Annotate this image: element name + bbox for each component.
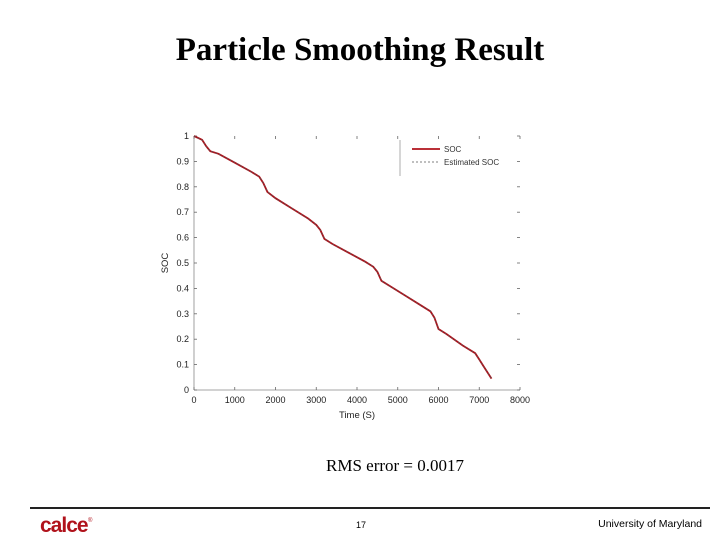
y-tick-label: 1 bbox=[184, 131, 189, 141]
y-tick-label: 0.4 bbox=[176, 283, 189, 293]
legend-entry: Estimated SOC bbox=[444, 158, 499, 167]
y-tick-label: 0.6 bbox=[176, 233, 189, 243]
page-number: 17 bbox=[356, 520, 367, 530]
legend: SOC Estimated SOC bbox=[399, 140, 499, 176]
x-tick-label: 8000 bbox=[510, 395, 530, 405]
x-tick-label: 1000 bbox=[225, 395, 245, 405]
x-tick-label: 4000 bbox=[347, 395, 367, 405]
series-line-estimated-soc bbox=[193, 135, 492, 380]
x-tick-label: 7000 bbox=[469, 395, 489, 405]
x-tick-label: 3000 bbox=[306, 395, 326, 405]
y-axis-label: SOC bbox=[160, 253, 171, 274]
x-axis-label: Time (S) bbox=[339, 410, 375, 421]
y-tick-label: 0.2 bbox=[176, 334, 189, 344]
slide-title: Particle Smoothing Result bbox=[175, 32, 545, 68]
series-layer bbox=[193, 135, 493, 380]
soc-chart: 0 1000 2000 3000 4000 5000 6000 7000 8000 0 0.1 0.… bbox=[160, 131, 530, 421]
y-tick-label: 0.8 bbox=[176, 182, 189, 192]
x-tick-label: 0 bbox=[191, 395, 196, 405]
calce-logo: calce bbox=[40, 514, 89, 537]
y-tick-label: 0.1 bbox=[176, 360, 189, 370]
y-tick-label: 0.5 bbox=[176, 258, 189, 268]
y-tick-label: 0.9 bbox=[176, 156, 189, 166]
x-tick-label: 5000 bbox=[388, 395, 408, 405]
logo-registered-mark: ® bbox=[88, 518, 93, 524]
x-axis: 0 1000 2000 3000 4000 5000 6000 7000 8000 bbox=[191, 136, 530, 405]
y-tick-label: 0.7 bbox=[176, 207, 189, 217]
x-tick-label: 6000 bbox=[428, 395, 448, 405]
series-line-soc bbox=[193, 135, 493, 380]
rms-error-caption: RMS error = 0.0017 bbox=[325, 456, 465, 475]
legend-entry: SOC bbox=[444, 145, 462, 154]
plot-frame bbox=[193, 136, 520, 391]
x-tick-label: 2000 bbox=[265, 395, 285, 405]
footer-organization: University of Maryland bbox=[598, 518, 702, 530]
footer-divider bbox=[30, 507, 710, 509]
y-axis: 0 0.1 0.2 0.3 0.4 0.5 0.6 0.7 0.8 0.9 1 bbox=[176, 131, 520, 395]
y-tick-label: 0 bbox=[184, 385, 189, 395]
y-tick-label: 0.3 bbox=[176, 309, 189, 319]
